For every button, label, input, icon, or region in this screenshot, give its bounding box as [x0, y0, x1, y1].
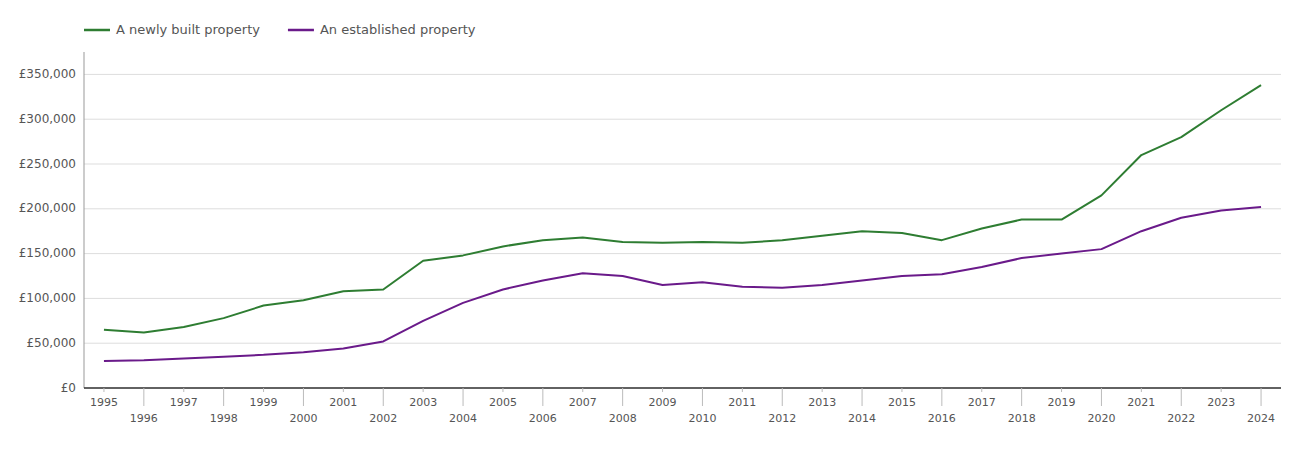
x-tick	[822, 388, 823, 392]
x-tick-label: 2007	[569, 396, 597, 409]
x-tick	[103, 388, 104, 392]
x-tick	[742, 388, 743, 392]
x-tick	[1061, 388, 1062, 392]
x-tick	[303, 388, 304, 406]
x-tick-label: 2014	[848, 412, 876, 425]
x-tick-label: 2018	[1008, 412, 1036, 425]
lines	[104, 85, 1261, 361]
x-tick-label: 2009	[649, 396, 677, 409]
y-tick-label: £300,000	[19, 112, 76, 126]
grid-line	[84, 343, 1281, 344]
x-tick	[263, 388, 264, 392]
x-tick	[582, 388, 583, 392]
x-tick-label: 2001	[329, 396, 357, 409]
x-tick-label: 2000	[289, 412, 317, 425]
x-tick-label: 1996	[130, 412, 158, 425]
y-axis-line	[84, 52, 85, 388]
y-tick-label: £100,000	[19, 291, 76, 305]
y-tick-label: £150,000	[19, 246, 76, 260]
x-tick-label: 2021	[1127, 396, 1155, 409]
legend-swatch	[288, 29, 314, 32]
y-tick-label: £50,000	[26, 336, 76, 350]
grid-line	[84, 298, 1281, 299]
x-tick	[1021, 388, 1022, 406]
x-tick-label: 2019	[1048, 396, 1076, 409]
y-tick-label: £250,000	[19, 157, 76, 171]
x-tick	[1141, 388, 1142, 392]
grid-line	[84, 74, 1281, 75]
x-tick-label: 2024	[1247, 412, 1275, 425]
x-tick	[183, 388, 184, 392]
x-tick	[782, 388, 783, 406]
x-tick	[463, 388, 464, 406]
legend-label: An established property	[320, 22, 476, 37]
y-tick-label: £200,000	[19, 201, 76, 215]
x-tick-label: 2017	[968, 396, 996, 409]
x-tick	[981, 388, 982, 392]
grid-line	[84, 164, 1281, 165]
x-tick-label: 2005	[489, 396, 517, 409]
x-tick	[1221, 388, 1222, 392]
x-tick-label: 2023	[1207, 396, 1235, 409]
x-tick-label: 2006	[529, 412, 557, 425]
x-tick	[941, 388, 942, 406]
grid-line	[84, 119, 1281, 120]
legend: A newly built property An established pro…	[84, 22, 476, 37]
y-tick-label: £0	[61, 381, 76, 395]
x-tick	[1261, 388, 1262, 406]
x-tick	[662, 388, 663, 392]
x-tick-label: 2002	[369, 412, 397, 425]
legend-label: A newly built property	[116, 22, 260, 37]
x-tick-label: 2020	[1087, 412, 1115, 425]
x-tick-label: 2022	[1167, 412, 1195, 425]
x-tick	[1181, 388, 1182, 406]
x-tick	[143, 388, 144, 406]
y-tick-labels: £0 £50,000 £100,000 £150,000 £200,000 £250,00…	[19, 67, 76, 395]
x-tick-label: 1998	[210, 412, 238, 425]
x-tick-label: 1995	[90, 396, 118, 409]
x-tick-label: 2008	[609, 412, 637, 425]
x-tick	[862, 388, 863, 406]
x-tick-labels: 1995 1996 1997 1998 1999 2000 2001 2002 2003 2004…	[90, 388, 1275, 425]
x-tick	[502, 388, 503, 392]
x-tick-label: 2004	[449, 412, 477, 425]
series-line	[104, 207, 1261, 361]
x-tick	[1101, 388, 1102, 406]
x-tick-label: 2016	[928, 412, 956, 425]
x-tick-label: 2010	[688, 412, 716, 425]
x-tick	[383, 388, 384, 406]
x-tick	[901, 388, 902, 392]
x-tick-label: 2003	[409, 396, 437, 409]
x-tick	[223, 388, 224, 406]
x-tick-label: 2011	[728, 396, 756, 409]
x-tick-label: 1999	[250, 396, 278, 409]
legend-swatch	[84, 29, 110, 32]
y-tick-label: £350,000	[19, 67, 76, 81]
x-tick	[423, 388, 424, 392]
grid-line	[84, 208, 1281, 209]
x-tick	[622, 388, 623, 406]
series-line	[104, 85, 1261, 332]
x-tick-label: 1997	[170, 396, 198, 409]
y-grid	[84, 74, 1281, 388]
x-tick	[343, 388, 344, 392]
grid-line	[84, 253, 1281, 254]
x-tick	[542, 388, 543, 406]
x-tick-label: 2015	[888, 396, 916, 409]
x-tick-label: 2013	[808, 396, 836, 409]
x-tick-label: 2012	[768, 412, 796, 425]
x-tick	[702, 388, 703, 406]
chart: £0 £50,000 £100,000 £150,000 £200,000 £250,00…	[0, 0, 1305, 450]
